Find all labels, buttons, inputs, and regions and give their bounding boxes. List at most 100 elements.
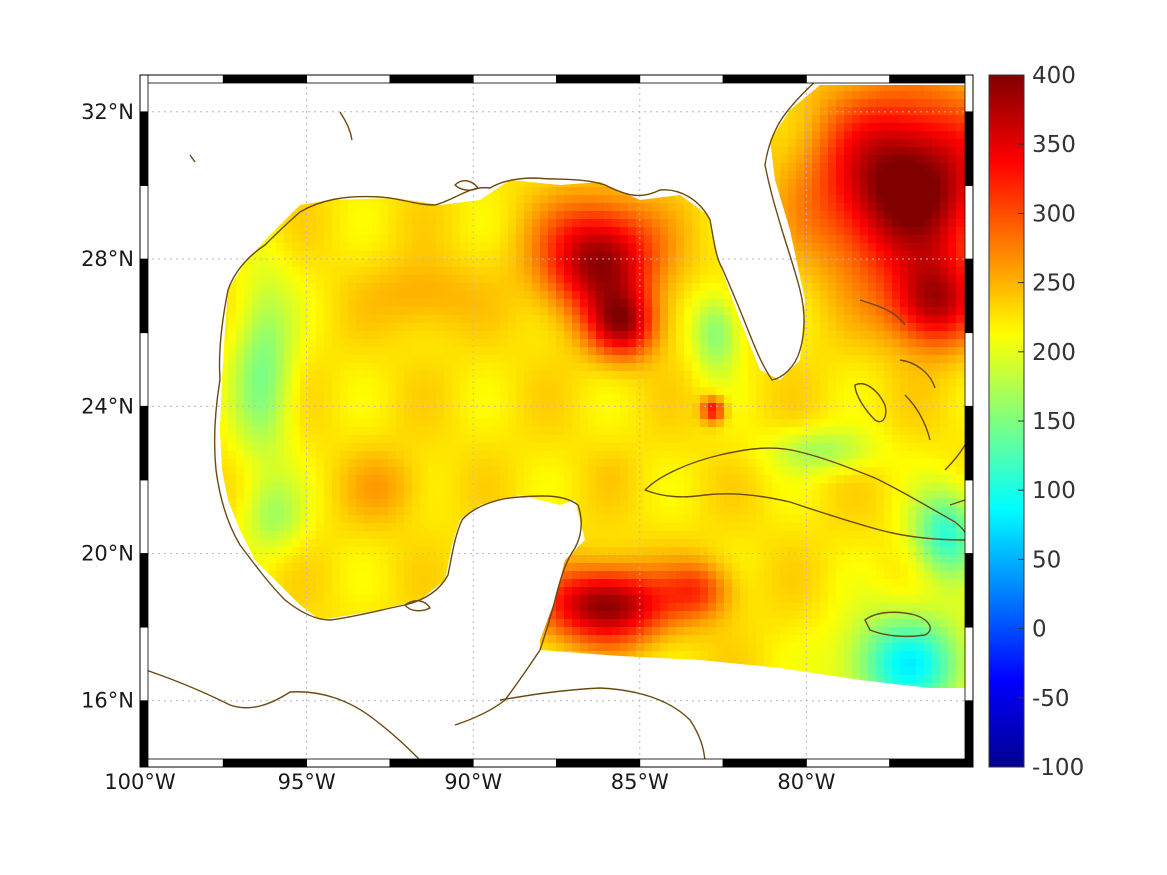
field-cell: [356, 451, 365, 460]
field-cell: [364, 299, 373, 308]
field-cell: [812, 171, 821, 180]
field-cell: [532, 259, 541, 268]
field-cell: [868, 99, 877, 108]
field-cell: [868, 443, 877, 452]
field-cell: [292, 331, 301, 340]
field-cell: [540, 243, 549, 252]
field-cell: [444, 251, 453, 260]
field-cell: [516, 451, 525, 460]
field-cell: [492, 243, 501, 252]
field-cell: [836, 267, 845, 276]
field-cell: [500, 291, 509, 300]
field-cell: [956, 299, 965, 308]
field-cell: [364, 451, 373, 460]
field-cell: [900, 147, 909, 156]
field-cell: [252, 427, 261, 436]
field-cell: [436, 411, 445, 420]
field-cell: [868, 195, 877, 204]
field-cell: [844, 99, 853, 108]
field-cell: [932, 307, 941, 316]
field-cell: [428, 251, 437, 260]
field-cell: [820, 307, 829, 316]
field-cell: [852, 85, 861, 92]
field-cell: [908, 331, 917, 340]
field-cell: [892, 85, 901, 92]
field-cell: [348, 331, 357, 340]
field-cell: [372, 315, 381, 324]
field-cell: [572, 299, 581, 308]
field-cell: [372, 419, 381, 428]
field-cell: [588, 291, 597, 300]
field-cell: [508, 211, 517, 220]
field-cell: [700, 347, 709, 356]
field-cell: [572, 363, 581, 372]
field-cell: [892, 107, 901, 116]
field-cell: [516, 203, 525, 212]
field-cell: [636, 435, 645, 444]
field-cell: [748, 395, 757, 404]
field-cell: [780, 435, 789, 444]
field-cell: [396, 339, 405, 348]
field-cell: [524, 443, 533, 452]
field-cell: [396, 331, 405, 340]
field-cell: [548, 283, 557, 292]
field-cell: [716, 411, 725, 420]
field-cell: [228, 323, 237, 332]
field-cell: [548, 299, 557, 308]
field-cell: [428, 307, 437, 316]
field-cell: [436, 379, 445, 388]
field-cell: [524, 179, 533, 188]
field-cell: [428, 435, 437, 444]
field-cell: [340, 243, 349, 252]
field-cell: [316, 283, 325, 292]
field-cell: [596, 387, 605, 396]
field-cell: [364, 363, 373, 372]
field-cell: [556, 379, 565, 388]
field-cell: [652, 323, 661, 332]
field-cell: [908, 259, 917, 268]
field-cell: [964, 91, 965, 100]
field-cell: [892, 99, 901, 108]
field-cell: [836, 259, 845, 268]
field-cell: [300, 235, 309, 244]
field-cell: [628, 195, 637, 204]
field-cell: [884, 355, 893, 364]
field-cell: [348, 435, 357, 444]
field-cell: [372, 259, 381, 268]
field-cell: [436, 211, 445, 220]
field-cell: [300, 291, 309, 300]
field-cell: [484, 379, 493, 388]
field-cell: [852, 443, 861, 452]
field-cell: [580, 427, 589, 436]
field-cell: [676, 419, 685, 428]
field-cell: [668, 371, 677, 380]
field-cell: [900, 347, 909, 356]
field-cell: [580, 331, 589, 340]
field-cell: [412, 435, 421, 444]
field-cell: [700, 307, 709, 316]
field-cell: [380, 395, 389, 404]
field-cell: [468, 371, 477, 380]
field-cell: [428, 371, 437, 380]
field-cell: [380, 387, 389, 396]
field-cell: [596, 443, 605, 452]
field-cell: [956, 323, 965, 332]
field-cell: [804, 299, 813, 308]
field-cell: [396, 259, 405, 268]
field-cell: [900, 211, 909, 220]
field-cell: [500, 411, 509, 420]
field-cell: [676, 323, 685, 332]
field-cell: [548, 227, 557, 236]
field-cell: [884, 91, 893, 100]
field-cell: [660, 299, 669, 308]
field-cell: [732, 315, 741, 324]
field-cell: [900, 115, 909, 124]
field-cell: [796, 443, 805, 452]
field-cell: [948, 299, 957, 308]
field-cell: [276, 339, 285, 348]
field-cell: [220, 443, 229, 452]
field-cell: [436, 347, 445, 356]
field-cell: [508, 323, 517, 332]
field-cell: [916, 403, 925, 412]
field-cell: [732, 427, 741, 436]
